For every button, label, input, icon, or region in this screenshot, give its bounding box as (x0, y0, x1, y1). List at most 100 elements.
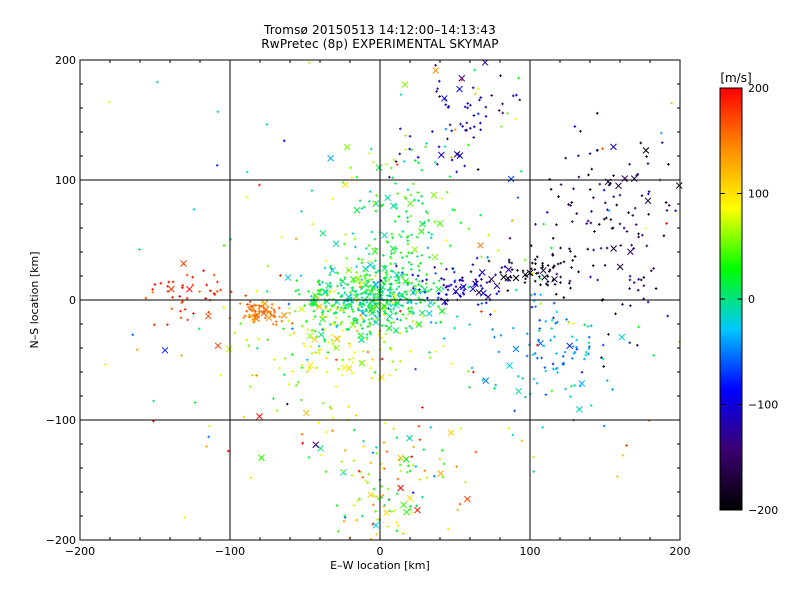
small-marker (434, 272, 437, 275)
small-marker (410, 148, 414, 152)
small-marker (354, 245, 357, 249)
small-marker (368, 200, 371, 203)
small-marker (156, 80, 159, 84)
small-marker (537, 338, 541, 342)
small-marker (374, 300, 378, 303)
small-marker (569, 395, 572, 398)
small-marker (524, 395, 527, 399)
x-axis-ticks: −200 −100 0 100 200 (65, 60, 691, 558)
small-marker (647, 213, 650, 216)
small-marker (447, 527, 450, 531)
large-marker (477, 241, 484, 249)
small-marker (328, 281, 332, 285)
small-marker (400, 271, 404, 274)
small-marker (297, 292, 301, 296)
small-marker (417, 161, 420, 164)
small-marker (181, 284, 184, 287)
small-marker (324, 470, 328, 474)
small-marker (405, 273, 409, 277)
small-marker (256, 346, 259, 350)
small-marker (350, 305, 353, 309)
small-marker (398, 233, 401, 237)
y-tick-label: 100 (55, 174, 76, 187)
small-marker (351, 361, 355, 364)
small-marker (209, 289, 212, 293)
small-marker (410, 281, 413, 285)
small-marker (587, 352, 590, 356)
small-marker (399, 469, 403, 473)
small-marker (401, 230, 405, 233)
small-marker (366, 325, 370, 328)
small-marker (151, 290, 155, 294)
small-marker (494, 383, 497, 387)
small-marker (347, 305, 351, 308)
small-marker (335, 311, 338, 315)
colorbar-tick-label: 100 (748, 188, 769, 201)
small-marker (355, 265, 359, 268)
small-marker (394, 160, 398, 163)
small-marker (628, 162, 631, 166)
small-marker (367, 472, 371, 476)
small-marker (572, 187, 575, 191)
small-marker (322, 401, 325, 405)
small-marker (395, 317, 399, 321)
small-marker (392, 290, 396, 294)
small-marker (496, 282, 499, 286)
small-marker (458, 502, 462, 506)
small-marker (152, 399, 155, 403)
small-marker (589, 221, 593, 225)
x-tick-label: 200 (670, 545, 691, 558)
small-marker (418, 288, 421, 291)
small-marker (337, 291, 340, 295)
small-marker (474, 92, 477, 96)
small-marker (322, 338, 326, 341)
small-marker (373, 371, 377, 374)
small-marker (410, 263, 413, 266)
small-marker (404, 317, 408, 320)
small-marker (352, 428, 356, 432)
small-marker (341, 329, 345, 332)
small-marker (444, 239, 448, 242)
small-marker (459, 286, 462, 289)
small-marker (353, 290, 357, 294)
small-marker (628, 341, 632, 345)
small-marker (360, 258, 364, 261)
small-marker (401, 266, 405, 270)
small-marker (395, 287, 399, 291)
small-marker (416, 255, 419, 258)
small-marker (440, 449, 444, 452)
large-marker (627, 248, 634, 256)
small-marker (262, 307, 266, 310)
small-marker (323, 339, 327, 343)
large-marker (436, 220, 444, 227)
small-marker (317, 421, 320, 425)
small-marker (621, 303, 624, 306)
small-marker (319, 288, 323, 291)
small-marker (186, 318, 189, 322)
small-marker (420, 194, 423, 198)
small-marker (458, 294, 462, 297)
small-marker (305, 358, 309, 362)
small-marker (292, 331, 296, 335)
small-marker (469, 103, 472, 107)
small-marker (453, 128, 457, 132)
small-marker (339, 322, 342, 326)
large-marker (258, 454, 265, 462)
small-marker (554, 292, 558, 296)
small-marker (467, 227, 471, 231)
small-marker (573, 384, 576, 387)
large-marker (357, 332, 365, 340)
small-marker (429, 288, 433, 291)
small-marker (444, 293, 448, 296)
small-marker (369, 292, 372, 296)
large-marker (431, 253, 439, 261)
small-marker (652, 354, 656, 357)
small-marker (360, 316, 364, 320)
small-marker (359, 470, 363, 474)
small-marker (355, 518, 358, 522)
small-marker (401, 304, 405, 308)
small-marker (254, 304, 257, 307)
small-marker (325, 430, 329, 434)
small-marker (335, 325, 338, 329)
small-marker (487, 259, 491, 263)
